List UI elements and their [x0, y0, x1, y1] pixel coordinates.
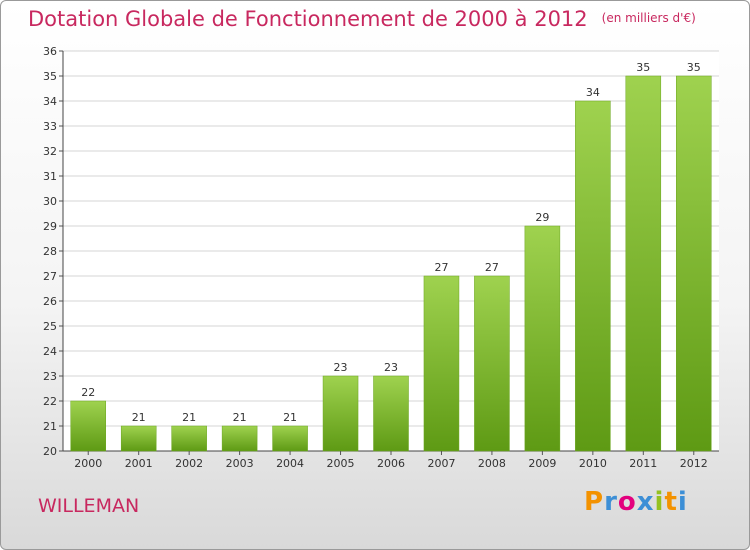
- logo-letter: t: [664, 487, 678, 517]
- bar-value-label: 29: [535, 211, 549, 224]
- bar: [120, 425, 157, 452]
- bar: [272, 425, 308, 452]
- bar-value-label: 35: [687, 61, 701, 74]
- logo-letter: P: [584, 487, 605, 517]
- bar: [322, 375, 359, 452]
- bar: [474, 275, 510, 452]
- y-tick-label: 28: [43, 245, 57, 258]
- bar-value-label: 35: [636, 61, 650, 74]
- bar: [524, 225, 561, 452]
- bar-value-label: 34: [586, 86, 600, 99]
- y-tick-label: 22: [43, 395, 57, 408]
- bar-value-label: 21: [283, 411, 297, 424]
- bar-value-label: 21: [233, 411, 247, 424]
- bar-value-label: 27: [434, 261, 448, 274]
- x-tick-label: 2011: [629, 457, 657, 470]
- bar: [423, 275, 460, 452]
- x-tick-label: 2010: [579, 457, 607, 470]
- y-tick-label: 26: [43, 295, 57, 308]
- y-tick-label: 31: [43, 170, 57, 183]
- y-tick-label: 27: [43, 270, 57, 283]
- logo-letter: r: [604, 487, 618, 517]
- y-tick-label: 21: [43, 420, 57, 433]
- bar-value-label: 21: [182, 411, 196, 424]
- x-tick-label: 2005: [327, 457, 355, 470]
- chart-title-text: Dotation Globale de Fonctionnement de 20…: [28, 7, 588, 31]
- y-tick-label: 29: [43, 220, 57, 233]
- chart-title: Dotation Globale de Fonctionnement de 20…: [28, 7, 696, 31]
- bar-value-label: 21: [132, 411, 146, 424]
- logo-letter: i: [654, 487, 665, 517]
- bar-value-label: 27: [485, 261, 499, 274]
- logo-text: Proxiti: [584, 487, 688, 517]
- x-tick-label: 2000: [74, 457, 102, 470]
- bar: [70, 400, 106, 452]
- x-tick-label: 2004: [276, 457, 304, 470]
- bar: [171, 425, 207, 452]
- y-tick-label: 33: [43, 120, 57, 133]
- y-tick-label: 23: [43, 370, 57, 383]
- x-tick-label: 2003: [226, 457, 254, 470]
- bar: [676, 75, 712, 452]
- bar: [373, 375, 409, 452]
- y-tick-label: 20: [43, 445, 57, 458]
- x-tick-label: 2001: [125, 457, 153, 470]
- y-tick-label: 24: [43, 345, 57, 358]
- logo-letter: x: [636, 487, 655, 517]
- y-tick-label: 32: [43, 145, 57, 158]
- x-tick-label: 2006: [377, 457, 405, 470]
- x-tick-label: 2002: [175, 457, 203, 470]
- y-tick-label: 30: [43, 195, 57, 208]
- y-tick-label: 34: [43, 95, 57, 108]
- bar-value-label: 22: [81, 386, 95, 399]
- commune-name: WILLEMAN: [38, 495, 140, 517]
- y-tick-label: 35: [43, 70, 57, 83]
- bar-value-label: 23: [334, 361, 348, 374]
- chart-subtitle: (en milliers d'€): [601, 11, 696, 25]
- x-tick-label: 2007: [427, 457, 455, 470]
- x-tick-label: 2012: [680, 457, 708, 470]
- bar: [221, 425, 258, 452]
- proxiti-logo: Proxiti: [584, 487, 688, 517]
- x-tick-label: 2009: [528, 457, 556, 470]
- bar: [575, 100, 611, 452]
- logo-letter: i: [677, 487, 688, 517]
- x-tick-label: 2008: [478, 457, 506, 470]
- bar-value-label: 23: [384, 361, 398, 374]
- y-tick-label: 25: [43, 320, 57, 333]
- logo-letter: o: [617, 487, 637, 517]
- bar: [625, 75, 662, 452]
- y-tick-label: 36: [43, 45, 57, 58]
